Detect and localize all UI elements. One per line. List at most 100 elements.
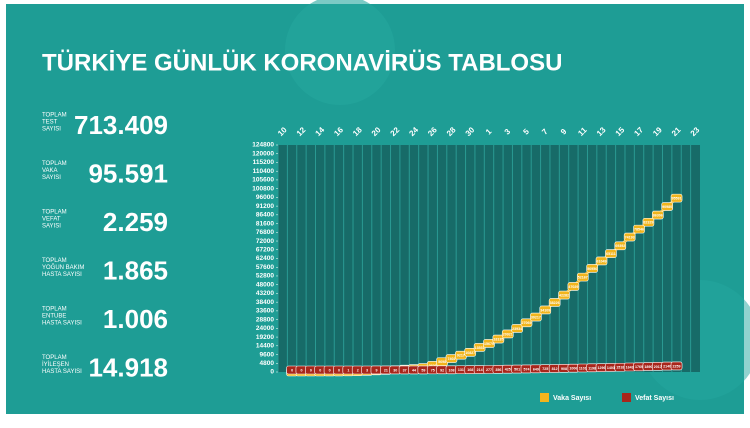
point — [651, 210, 664, 220]
legend-label: Vaka Sayısı — [553, 395, 591, 402]
point-label: 78546 — [634, 228, 644, 232]
y-tick-label: 57600 — [256, 264, 274, 271]
point-label: 69392 — [615, 244, 625, 248]
point-label: 92 — [440, 368, 444, 372]
point — [670, 193, 683, 203]
y-tick-label: 48000 — [256, 281, 274, 288]
point-label: 0 — [338, 368, 340, 372]
point — [539, 305, 552, 315]
point-label: 20921 — [503, 332, 513, 336]
point-label: 2 — [357, 368, 359, 372]
point-label: 1890 — [644, 365, 652, 369]
point — [623, 232, 636, 242]
stat-label: TOPLAM — [42, 355, 67, 361]
y-tick-label: 33600 — [256, 308, 274, 315]
point-label: 108 — [448, 368, 454, 372]
point-label: 13531 — [475, 346, 485, 350]
point-label: 38226 — [550, 301, 560, 305]
point-label: 10827 — [465, 351, 475, 355]
point — [567, 282, 580, 291]
x-tick-label: 5 — [521, 127, 531, 137]
point — [558, 290, 570, 300]
y-tick-label: 28800 — [256, 316, 274, 323]
point-label: 2140 — [663, 365, 671, 369]
y-tick-label: 91200 — [256, 203, 274, 210]
legend-swatch — [540, 393, 549, 402]
point-label: 425 — [505, 368, 511, 372]
y-tick-label: 110400 — [253, 168, 275, 175]
point-label: 30 — [393, 368, 397, 372]
stat-label: YOĞUN BAKIM — [42, 264, 84, 271]
stat-label: VEFAT — [42, 217, 61, 223]
point-label: 725 — [542, 367, 548, 371]
point — [511, 324, 523, 333]
plot-area — [278, 145, 700, 372]
legend-swatch — [622, 393, 631, 402]
point-label: 2017 — [654, 365, 662, 369]
y-tick-label: 124800 — [252, 142, 274, 149]
y-tick-label: 38400 — [256, 299, 274, 306]
point-label: 501 — [514, 368, 520, 372]
y-tick-label: 62400 — [256, 255, 274, 262]
title: TÜRKİYE GÜNLÜK KORONAVİRÜS TABLOSU — [42, 49, 562, 76]
y-tick-label: 0 — [270, 369, 274, 376]
stat-value: 14.918 — [88, 352, 168, 382]
point-label: 0 — [310, 368, 312, 372]
point-label: 277 — [486, 368, 492, 372]
point — [614, 241, 627, 251]
point — [464, 348, 477, 357]
y-tick-label: 105600 — [252, 177, 274, 184]
stat-label: HASTA SAYISI — [42, 272, 82, 278]
stat-value: 1.006 — [103, 304, 168, 334]
y-tick-label: 43200 — [256, 290, 274, 297]
point — [492, 334, 505, 344]
point-label: 37 — [403, 368, 407, 372]
point-label: 3 — [366, 368, 368, 372]
point-label: 74193 — [625, 236, 635, 240]
stat-label: VAKA — [42, 168, 58, 174]
y-tick-label: 24000 — [256, 325, 274, 332]
point-label: 34109 — [540, 308, 550, 312]
y-tick-label: 96000 — [256, 194, 274, 201]
y-tick-label: 81600 — [256, 220, 274, 227]
point-label: 75 — [431, 368, 435, 372]
point-label: 30217 — [531, 315, 541, 319]
y-tick-label: 14400 — [256, 343, 274, 350]
point — [501, 329, 514, 339]
y-tick-label: 115200 — [253, 159, 275, 166]
point-label: 649 — [533, 367, 539, 371]
point-label: 18135 — [493, 337, 503, 341]
x-tick-label: 3 — [503, 127, 513, 137]
point-label: 1 — [347, 368, 349, 372]
point-label: 0 — [300, 368, 302, 372]
stat-label: İYİLEŞEN — [42, 361, 69, 368]
point-label: 356 — [495, 368, 501, 372]
point-label: 1403 — [607, 366, 615, 370]
point-label: 52167 — [578, 276, 588, 280]
point-label: 27069 — [522, 321, 532, 325]
stat-value: 713.409 — [74, 110, 168, 140]
y-tick-label: 100800 — [252, 185, 274, 192]
point-label: 2259 — [673, 364, 681, 368]
point-label: 7402 — [447, 357, 455, 361]
stat-label: HASTA SAYISI — [42, 369, 82, 375]
point — [576, 272, 589, 282]
point-label: 42282 — [559, 294, 569, 298]
point-label: 0 — [319, 368, 321, 372]
stat-label: TOPLAM — [42, 210, 67, 216]
point-label: 47029 — [568, 285, 578, 289]
point-label: 95591 — [672, 197, 682, 201]
point — [586, 264, 598, 273]
point-label: 131 — [458, 368, 464, 372]
y-tick-label: 9600 — [260, 351, 275, 358]
point-label: 168 — [467, 368, 473, 372]
point — [520, 318, 533, 328]
stat-value: 2.259 — [103, 207, 168, 237]
x-tick-label: 9 — [559, 127, 569, 137]
legend-label: Vefat Sayısı — [635, 395, 674, 402]
point — [483, 339, 495, 348]
stat-label: ENTUBE — [42, 314, 66, 320]
